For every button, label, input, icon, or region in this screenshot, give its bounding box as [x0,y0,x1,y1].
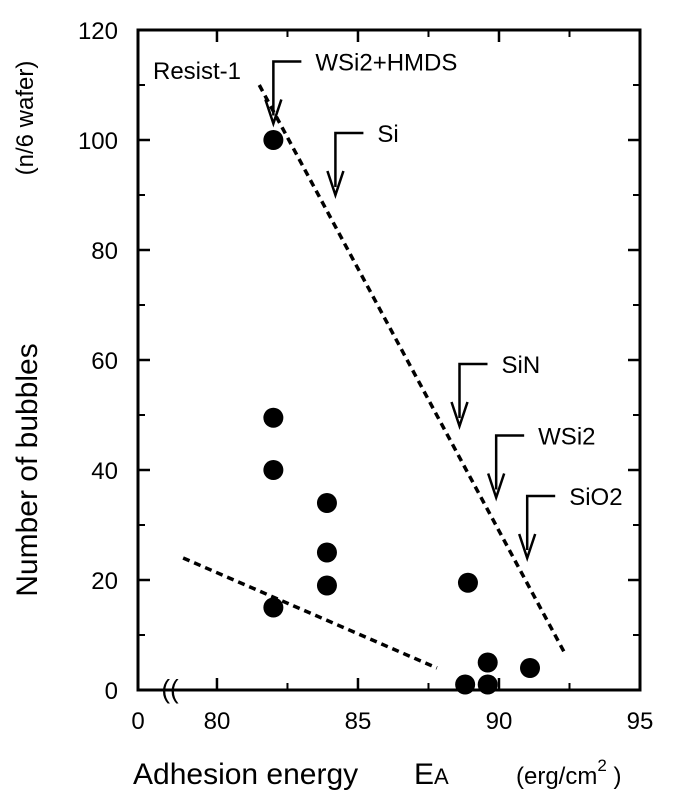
y-tick-label-0: 0 [105,678,118,705]
annotation-sin: SiN [450,352,541,430]
annotation-sin-arrow-head [450,401,469,430]
x-origin-tick-label: 0 [131,708,144,735]
annotation-wsi2-hmds: WSi2+HMDS [264,50,457,128]
x-tick-label-85: 85 [345,708,372,735]
annotation-si: Si [326,121,399,199]
annotation-sio2-arrow-head [518,533,537,562]
annotation-sin-arrow-shaft [458,362,488,418]
data-point-8 [457,572,478,593]
data-point-3 [263,460,284,480]
annotation-wsi2-hmds-label: WSi2+HMDS [315,50,457,77]
data-point-11 [477,652,498,673]
data-point-5 [316,493,337,513]
annotation-wsi2-arrow-shaft [494,434,525,490]
x-axis-symbol: EA [414,758,449,791]
data-point-10 [477,674,498,695]
x-axis-unit-main: (erg/cm [516,763,597,790]
y-axis-title: Number of bubbles [11,343,44,596]
data-point-12 [520,658,541,678]
x-axis-symbol-sub: A [434,764,449,789]
y-tick-label-100: 100 [78,128,118,155]
annotation-si-label: Si [377,121,398,148]
x-axis-unit-sup: 2 [597,756,606,775]
x-tick-label-90: 90 [486,708,513,735]
y-tick-label-80: 80 [91,238,118,265]
x-axis-symbol-main: E [414,758,434,791]
annotation-sio2-arrow-shaft [525,494,556,550]
data-point-2 [263,407,284,428]
data-point-1 [263,130,284,150]
x-axis-unit: (erg/cm2 ) [516,756,621,790]
x-tick-label-95: 95 [627,708,654,735]
x-axis-title: Adhesion energy [133,758,358,791]
data-point-9 [455,674,476,695]
annotation-sio2-label: SiO2 [569,484,622,511]
annotation-wsi2-hmds-arrow-head [264,99,283,128]
y-axis-unit: (n/6 wafer) [12,61,39,176]
y-tick-label-20: 20 [91,568,118,595]
annotation-wsi2-label: WSi2 [538,424,595,451]
annotation-si-arrow-shaft [334,131,364,187]
y-tick-label-40: 40 [91,458,118,485]
data-point-6 [316,542,337,563]
y-tick-label-120: 120 [78,18,118,45]
axis-break-mark: (( [161,674,179,704]
x-tick-label-80: 80 [204,708,231,735]
annotation-wsi2: WSi2 [486,424,596,502]
chart-title: Resist-1 [153,58,241,85]
x-axis-unit-close: ) [607,763,622,790]
annotation-wsi2-hmds-arrow-shaft [272,60,302,116]
annotation-sio2: SiO2 [518,484,623,562]
lower-trend-line [182,556,438,670]
data-point-4 [263,597,284,618]
data-point-7 [316,575,337,596]
annotation-wsi2-arrow-head [486,473,506,502]
annotation-sin-label: SiN [502,352,541,379]
y-tick-label-60: 60 [91,348,118,375]
annotation-si-arrow-head [326,170,345,199]
